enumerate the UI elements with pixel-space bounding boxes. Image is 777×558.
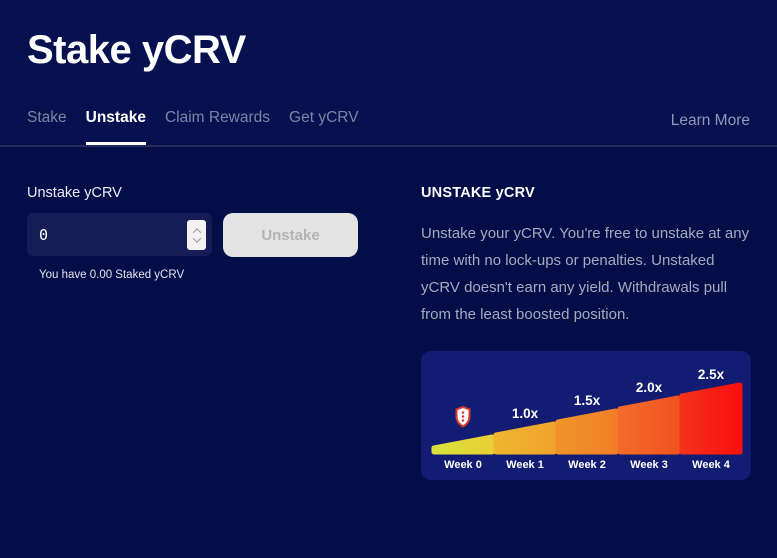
tab-get-ycrv[interactable]: Get yCRV <box>289 109 359 126</box>
boost-multiplier-label-week3: 2.0x <box>636 380 663 395</box>
amount-stepper[interactable] <box>187 220 206 250</box>
boost-segment-week2 <box>555 408 619 455</box>
tab-bar: Stake Unstake Claim Rewards Get yCRV Lea… <box>27 109 750 145</box>
tab-stake[interactable]: Stake <box>27 109 67 126</box>
stepper-down-icon[interactable] <box>192 233 201 243</box>
boost-segment-week0 <box>431 434 495 455</box>
boost-multiplier-label-week4: 2.5x <box>698 367 725 382</box>
unstake-form: Unstake yCRV Unstake You have 0.00 Stake… <box>27 185 421 485</box>
learn-more-link[interactable]: Learn More <box>670 112 750 129</box>
info-panel: UNSTAKE yCRV Unstake your yCRV. You're f… <box>421 185 753 485</box>
shield-badge-icon <box>455 405 471 428</box>
boost-multiplier-label-week2: 1.5x <box>574 393 601 408</box>
info-heading: UNSTAKE yCRV <box>421 185 535 201</box>
week-label-0: Week 0 <box>444 459 482 471</box>
week-label-1: Week 1 <box>506 459 544 471</box>
page-header: Stake yCRV Stake Unstake Claim Rewards G… <box>0 0 777 147</box>
page-title: Stake yCRV <box>27 28 246 72</box>
boost-segment-week4 <box>679 382 743 455</box>
unstake-button[interactable]: Unstake <box>223 213 358 257</box>
boost-segment-week3 <box>617 395 681 455</box>
main-content: Unstake yCRV Unstake You have 0.00 Stake… <box>0 147 777 485</box>
unstake-amount-label: Unstake yCRV <box>27 185 122 201</box>
boost-multiplier-label-week1: 1.0x <box>512 406 539 421</box>
tab-unstake[interactable]: Unstake <box>85 109 146 145</box>
unstake-amount-input[interactable] <box>27 213 212 256</box>
boost-chart: 1.0x 1.5x 2.0x 2.5x Week 0 Week 1 Week 2… <box>421 351 751 480</box>
tab-claim-rewards[interactable]: Claim Rewards <box>164 109 271 126</box>
week-label-3: Week 3 <box>630 459 668 471</box>
boost-segment-week1 <box>493 421 557 455</box>
info-description: Unstake your yCRV. You're free to unstak… <box>421 225 750 323</box>
week-label-4: Week 4 <box>692 459 731 471</box>
staked-balance-text: You have 0.00 Staked yCRV <box>39 269 185 281</box>
week-label-2: Week 2 <box>568 459 606 471</box>
